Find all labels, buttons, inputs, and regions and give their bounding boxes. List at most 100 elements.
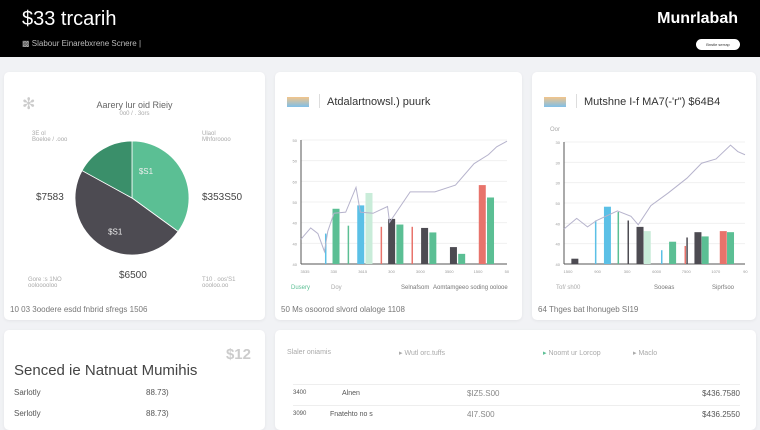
pie-chart: $S1 $S1 bbox=[74, 140, 190, 256]
bar bbox=[429, 232, 437, 264]
label-tl: 3E ol Boeloe / .ooo bbox=[32, 131, 68, 143]
bar bbox=[421, 227, 429, 264]
y-tick-label: 60 bbox=[293, 179, 298, 184]
bar bbox=[617, 212, 620, 264]
bar bbox=[636, 226, 644, 264]
bar bbox=[365, 192, 373, 264]
bar bbox=[458, 253, 466, 264]
bar bbox=[594, 220, 597, 264]
brand-name: Munrlabah bbox=[657, 10, 738, 27]
pie-slice bbox=[74, 169, 179, 256]
column-header[interactable]: ▸ Wutl orc.tuffs bbox=[399, 350, 446, 357]
bar bbox=[660, 250, 663, 264]
bar bbox=[411, 226, 413, 264]
bar bbox=[449, 247, 457, 264]
summary-badge: $12 bbox=[225, 346, 251, 363]
legend-item: Doy bbox=[331, 285, 342, 291]
x-tick-label: 1500 bbox=[564, 269, 574, 274]
y-tick-label: 30 bbox=[556, 160, 561, 165]
y-tick-label: 30 bbox=[556, 181, 561, 186]
bar bbox=[332, 208, 340, 264]
bar bbox=[727, 232, 735, 264]
divider bbox=[293, 405, 740, 406]
line-series bbox=[300, 140, 508, 254]
bar bbox=[324, 233, 327, 264]
pie-right-value: $353S50 bbox=[202, 192, 243, 203]
y-tick-label: 40 bbox=[293, 241, 298, 246]
legend-item: Siprfsoo bbox=[712, 285, 735, 291]
y-tick-label: 40 bbox=[556, 262, 561, 267]
column-header[interactable]: Slaler oniamis bbox=[287, 349, 331, 356]
chart-footer: 64 Thges bat lhonugeb SI19 bbox=[538, 305, 639, 314]
pie-slice-label: $S1 bbox=[108, 227, 123, 236]
line-series bbox=[563, 144, 746, 230]
chart-card-2: Mutshne I-f MA7(-'r") $64B4 Oor 40 40 40 50… bbox=[532, 72, 756, 320]
summary-card: $12 Senced ie Natnuat Mumihis Sarlotly 8… bbox=[4, 330, 265, 430]
divider bbox=[319, 94, 320, 108]
pie-slice bbox=[131, 140, 190, 233]
combo-chart-1: 40 40 40 50 60 50 50 3535 330 3615 300 3000 3500 1500… bbox=[293, 138, 510, 274]
legend-item: Aomtamgeeo soding oolooe bbox=[433, 285, 508, 291]
summary-row-value: 88.73) bbox=[146, 409, 169, 418]
y-tick-label: 40 bbox=[293, 262, 298, 267]
x-tick-label: 330 bbox=[330, 269, 337, 274]
label-bl: Gore :s 1NO oolooooloo bbox=[28, 277, 62, 289]
app-title: $33 trcarih bbox=[22, 8, 117, 30]
y-tick-label: 40 bbox=[293, 221, 298, 226]
summary-title: Senced ie Natnuat Mumihis bbox=[14, 362, 198, 379]
divider bbox=[293, 384, 740, 385]
y-tick-label: 50 bbox=[556, 201, 561, 206]
pie-left-value: $7583 bbox=[36, 192, 64, 203]
x-tick-label: 50 bbox=[505, 269, 510, 274]
table-card: Slaler oniamis ▸ Wutl orc.tuffs ▸ Noomt … bbox=[275, 330, 756, 430]
column-header[interactable]: ▸ Noomt ur Lorcop bbox=[543, 350, 601, 357]
pie-footer: 10 03 3oodere esdd fnbrid sfregs 1506 bbox=[10, 305, 148, 314]
x-tick-label: 6000 bbox=[652, 269, 662, 274]
legend-item: Tof/ sh00 bbox=[556, 285, 581, 291]
bar bbox=[388, 218, 396, 264]
header-action-button[interactable]: Bnstle serrap bbox=[696, 39, 740, 50]
bar bbox=[603, 206, 611, 264]
divider bbox=[576, 94, 577, 108]
pie-card: ✻ Aarery lur oid Rieiy 0o0 / . 3ors 3E o… bbox=[4, 72, 265, 320]
x-tick-label: 3615 bbox=[358, 269, 368, 274]
legend-swatch-icon bbox=[287, 97, 309, 107]
logo-icon: ▩ bbox=[22, 39, 32, 48]
chart-title: Atdalartnowsl.) puurk bbox=[327, 96, 431, 108]
y-tick-label: 40 bbox=[556, 242, 561, 247]
x-tick-label: 7500 bbox=[682, 269, 692, 274]
legend-item: Sooeas bbox=[654, 285, 675, 291]
bar bbox=[694, 232, 702, 264]
y-tick-label: 50 bbox=[293, 200, 298, 205]
bar bbox=[487, 197, 495, 264]
legend-item: Dusery bbox=[291, 285, 311, 291]
x-tick-label: 3535 bbox=[301, 269, 311, 274]
chart-footer: 50 Ms osoorod slvord olaloge 1108 bbox=[281, 305, 405, 314]
bar bbox=[357, 205, 365, 264]
x-tick-label: 3500 bbox=[445, 269, 455, 274]
bar bbox=[701, 236, 709, 264]
bar bbox=[686, 237, 688, 264]
combo-chart-2: 40 40 40 50 30 30 30 1500 900 300 6000 7500 1070 90 bbox=[556, 140, 749, 274]
bar bbox=[669, 241, 677, 264]
bar bbox=[396, 224, 404, 264]
legend-swatch-icon bbox=[544, 97, 566, 107]
x-tick-label: 300 bbox=[624, 269, 631, 274]
bar bbox=[380, 226, 383, 264]
legend-item: Selnafsom bbox=[401, 285, 430, 291]
label-br: T10 . oos'S1 oooloo.oo bbox=[202, 277, 236, 289]
pie-slice-label: $S1 bbox=[139, 167, 154, 176]
bar bbox=[627, 220, 630, 264]
summary-row-label: Sarlotly bbox=[14, 388, 41, 397]
bar bbox=[571, 258, 579, 264]
bar bbox=[643, 231, 651, 264]
column-header[interactable]: ▸ Maclo bbox=[633, 350, 658, 357]
pie-slice bbox=[81, 140, 133, 199]
y-tick-label: 50 bbox=[293, 138, 298, 143]
summary-row-label: Serlotly bbox=[14, 409, 41, 418]
x-tick-label: 1070 bbox=[711, 269, 721, 274]
pie-bottom-value: $6500 bbox=[119, 270, 147, 281]
x-tick-label: 300 bbox=[388, 269, 395, 274]
pie-subtitle: 0o0 / . 3ors bbox=[119, 111, 150, 117]
chart-card-1: Atdalartnowsl.) puurk 40 40 40 50 60 50 50 3535… bbox=[275, 72, 522, 320]
